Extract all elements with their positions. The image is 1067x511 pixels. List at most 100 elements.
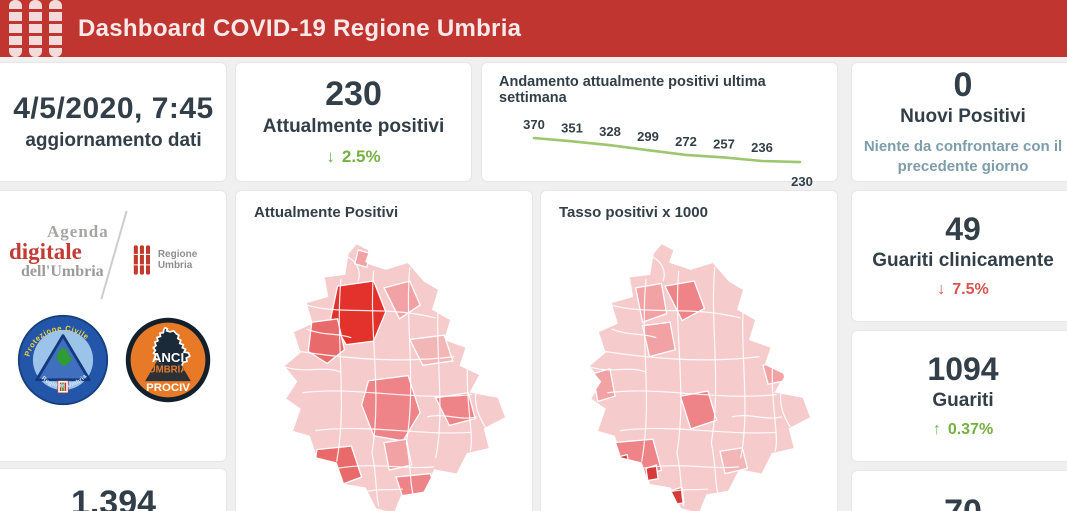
trend-data-label: 230 xyxy=(791,174,813,189)
card-guariti: 1094 Guariti ↑ 0.37% xyxy=(851,330,1067,462)
logos-bottom-row: Protezione Civile Regione Umbria ANCI UM… xyxy=(7,313,220,407)
choropleth-map-attualmente-positivi[interactable] xyxy=(255,229,513,511)
trend-line xyxy=(532,136,802,164)
card-aggiornamento-dati: 4/5/2020, 7:45 aggiornamento dati xyxy=(0,62,227,182)
anci-umbria-prociv-logo: ANCI UMBRIA PROCIV xyxy=(125,317,210,403)
trend-data-label: 299 xyxy=(637,129,659,144)
regione-umbria-logo: Regione Umbria xyxy=(133,241,220,279)
municipality-border xyxy=(306,304,436,319)
update-datetime: 4/5/2020, 7:45 xyxy=(13,92,214,125)
protezione-civile-logo: Protezione Civile Regione Umbria xyxy=(17,314,108,406)
arrow-down-icon: ↓ xyxy=(326,146,335,166)
trend-chart-title: Andamento attualmente positivi ultima se… xyxy=(499,74,766,106)
regione-umbria-label: Regione Umbria xyxy=(157,249,198,271)
anci-prociv-text: PROCIV xyxy=(146,382,190,394)
municipality-cell[interactable] xyxy=(719,447,749,475)
card-guariti-clinicamente: 49 Guariti clinicamente ↓ 7.5% xyxy=(851,190,1067,322)
regione-umbria-bars-icon xyxy=(133,245,151,275)
municipality-cell[interactable] xyxy=(679,390,718,430)
municipality-border xyxy=(347,256,360,282)
municipality-border xyxy=(641,279,648,462)
municipality-border xyxy=(405,267,414,495)
logos-top-row: Agenda digitale dell'Umbria Regione Umbr… xyxy=(7,205,220,309)
bottom-left-value: 1.394 xyxy=(70,484,157,511)
municipality-border xyxy=(306,328,352,339)
municipality-cell[interactable] xyxy=(591,367,616,403)
agenda-digitale-logo: Agenda digitale dell'Umbria xyxy=(9,223,109,280)
trend-data-label: 236 xyxy=(751,140,773,155)
attualmente-positivi-value: 230 xyxy=(325,75,382,114)
agenda-line2: digitale xyxy=(9,239,82,265)
municipality-border xyxy=(652,256,665,282)
municipality-border xyxy=(435,292,441,459)
card-bottom-right: 70 xyxy=(851,470,1067,511)
municipality-border xyxy=(710,267,719,495)
municipality-border xyxy=(315,427,472,434)
guariti-clinicamente-value: 49 xyxy=(945,211,981,248)
municipality-cell[interactable] xyxy=(645,464,659,482)
update-label: aggiornamento dati xyxy=(25,130,202,151)
trend-data-label: 272 xyxy=(675,134,697,149)
green-umbria-shape xyxy=(56,347,72,367)
card-bottom-left: 1.394 xyxy=(0,468,227,511)
municipality-cell[interactable] xyxy=(383,438,413,471)
municipality-border xyxy=(284,366,342,373)
nuovi-positivi-value: 0 xyxy=(953,65,973,104)
municipality-border xyxy=(336,279,343,462)
municipality-border xyxy=(336,465,434,470)
anci-text: ANCI xyxy=(151,350,183,365)
attualmente-positivi-delta: ↓ 2.5% xyxy=(326,147,380,167)
card-map-attualmente-positivi: Attualmente Positivi xyxy=(235,190,533,511)
regione-umbria-bars-icon xyxy=(9,0,62,57)
municipality-cell[interactable] xyxy=(641,321,676,358)
trend-data-label: 257 xyxy=(713,136,735,151)
municipality-border xyxy=(607,390,777,397)
guariti-delta: ↑ 0.37% xyxy=(933,421,993,439)
bottom-right-value: 70 xyxy=(852,493,1067,511)
page-title: Dashboard COVID-19 Regione Umbria xyxy=(78,14,522,42)
agenda-line3: dell'Umbria xyxy=(21,262,104,280)
municipality-border xyxy=(289,349,455,361)
municipality-border xyxy=(676,270,685,507)
municipality-cell[interactable] xyxy=(634,282,668,324)
municipality-cell[interactable] xyxy=(383,280,421,320)
arrow-down-icon: ↓ xyxy=(937,280,946,298)
map2-title: Tasso positivi x 1000 xyxy=(559,204,708,221)
card-map-tasso-positivi: Tasso positivi x 1000 xyxy=(540,190,838,511)
card-partner-logos: Agenda digitale dell'Umbria Regione Umbr… xyxy=(0,190,227,462)
guariti-label: Guariti xyxy=(932,389,994,411)
delta-percent: 0.37% xyxy=(947,420,994,438)
municipality-border xyxy=(426,415,478,419)
app-header: Dashboard COVID-19 Regione Umbria xyxy=(0,0,1067,57)
card-nuovi-positivi: 0 Nuovi Positivi Niente da confrontare c… xyxy=(851,62,1067,182)
agenda-line1: Agenda xyxy=(47,222,109,241)
municipality-border xyxy=(371,270,380,507)
map1-title: Attualmente Positivi xyxy=(254,204,399,221)
guariti-value: 1094 xyxy=(927,351,999,388)
card-trend-settimana: Andamento attualmente positivi ultima se… xyxy=(481,62,838,189)
attualmente-positivi-label: Attualmente positivi xyxy=(262,115,445,137)
arrow-up-icon: ↑ xyxy=(932,420,941,438)
choropleth-map-tasso-positivi[interactable] xyxy=(560,229,818,511)
municipality-cell[interactable] xyxy=(353,249,372,269)
municipality-cell[interactable] xyxy=(354,493,370,509)
municipality-border xyxy=(611,328,657,339)
nuovi-positivi-note: Niente da confrontare con il precedente … xyxy=(863,138,1063,175)
trend-line-chart[interactable]: 370 351 328 299 272 257 236 230 xyxy=(488,108,832,198)
trend-data-label: 351 xyxy=(561,120,583,135)
municipality-border xyxy=(731,415,783,419)
guariti-clinicamente-label: Guariti clinicamente xyxy=(872,249,1054,271)
card-attualmente-positivi: 230 Attualmente positivi ↓ 2.5% xyxy=(235,62,472,182)
municipality-border xyxy=(641,465,739,470)
anci-umbria-text: UMBRIA xyxy=(148,364,187,375)
guariti-clinicamente-delta: ↓ 7.5% xyxy=(937,281,988,299)
municipality-border xyxy=(740,292,746,459)
municipality-border xyxy=(589,366,647,373)
municipality-cell[interactable] xyxy=(663,280,706,322)
municipality-border xyxy=(620,427,777,434)
municipality-border xyxy=(594,349,760,361)
trend-data-label: 328 xyxy=(599,124,621,139)
delta-percent: 2.5% xyxy=(341,146,381,166)
municipality-border xyxy=(302,390,472,397)
